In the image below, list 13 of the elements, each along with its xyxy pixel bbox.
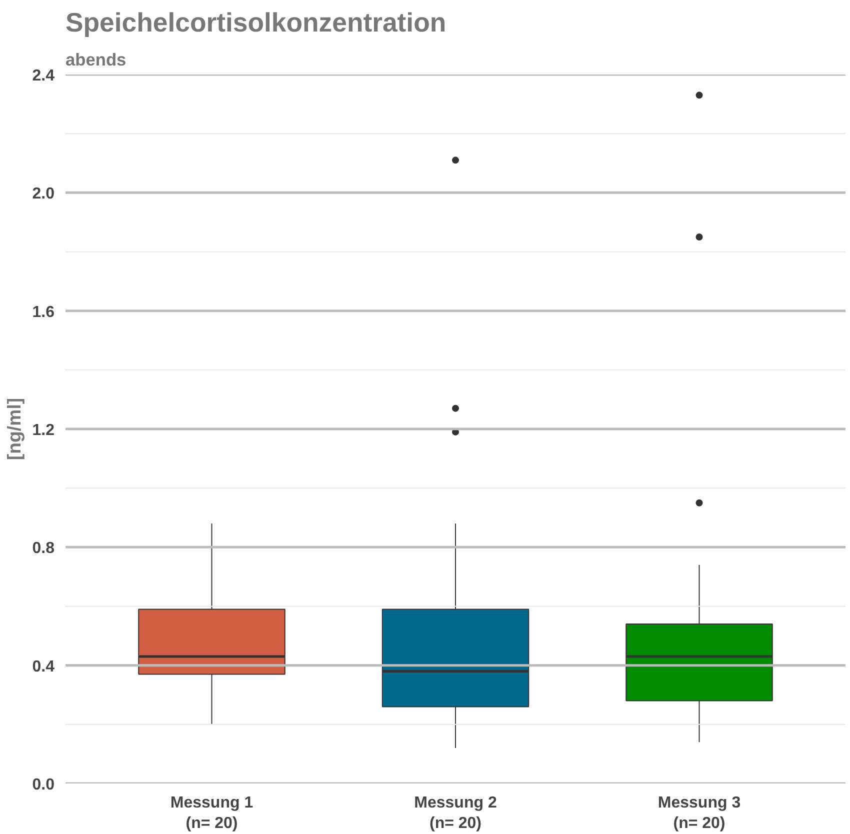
chart-title: Speichelcortisolkonzentration bbox=[66, 8, 446, 38]
y-tick-label: 1.2 bbox=[32, 422, 55, 439]
chart-subtitle: abends bbox=[66, 50, 126, 70]
x-tick-label: Messung 2 (n= 20) bbox=[414, 794, 497, 832]
y-tick-label: 1.6 bbox=[32, 304, 55, 321]
y-tick-label: 0.8 bbox=[32, 540, 55, 558]
y-tick-label: 0.0 bbox=[32, 776, 55, 794]
y-tick-label: 2.0 bbox=[32, 186, 55, 203]
y-tick-label: 2.4 bbox=[32, 68, 55, 84]
y-axis-title: [ng/ml] bbox=[3, 398, 24, 460]
x-tick-label: Messung 3 (n= 20) bbox=[658, 794, 741, 832]
x-tick-label: Messung 1 (n= 20) bbox=[170, 794, 254, 832]
y-tick-label: 0.4 bbox=[32, 658, 55, 676]
